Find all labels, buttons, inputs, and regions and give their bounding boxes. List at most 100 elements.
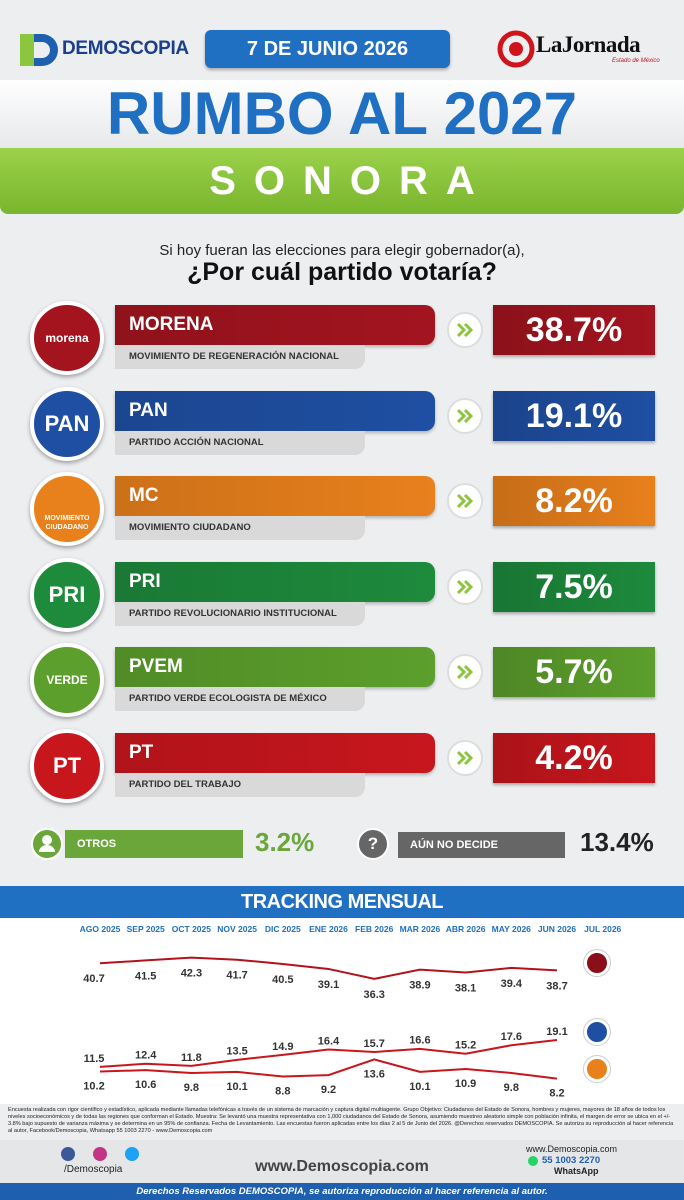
partner-name: LaJornada <box>536 32 641 57</box>
data-label: 9.8 <box>184 1082 199 1094</box>
party-full-name: PARTIDO VERDE ECOLOGISTA DE MÉXICO <box>115 687 365 711</box>
party-full-name: PARTIDO ACCIÓN NACIONAL <box>115 430 365 455</box>
party-value: 19.1% <box>493 390 655 441</box>
social-icon <box>93 1147 107 1161</box>
party-name: MC <box>115 476 435 516</box>
data-label: 38.9 <box>409 980 430 992</box>
whatsapp-label: WhatsApp <box>554 1166 599 1176</box>
icon-head <box>42 835 52 845</box>
x-tick-label: MAY 2026 <box>492 924 531 934</box>
data-label: 38.1 <box>455 982 476 994</box>
chevron <box>456 664 474 680</box>
party-value: 7.5% <box>493 561 655 612</box>
data-label: 13.6 <box>363 1068 384 1080</box>
party-name: PRI <box>115 561 435 602</box>
party-value: 4.2% <box>493 732 655 783</box>
data-label: 36.3 <box>363 989 384 1001</box>
others-label: OTROS <box>65 830 243 858</box>
brand-name: DEMOSCOPIA <box>62 38 189 59</box>
x-tick-label: JUL 2026 <box>584 924 621 934</box>
footer-social: /Demoscopia <box>64 1164 123 1175</box>
chart-title: TRACKING MENSUAL <box>0 886 684 918</box>
data-label: 40.7 <box>83 973 104 985</box>
data-label: 12.4 <box>135 1050 157 1062</box>
data-label: 41.5 <box>135 970 156 982</box>
question-main: ¿Por cuál partido votaría? <box>187 258 497 286</box>
footer-band <box>0 1140 684 1183</box>
chevron <box>456 750 474 765</box>
footer-site: www.Demoscopia.com <box>255 1158 429 1175</box>
party-logo: VERDE <box>30 643 104 717</box>
x-tick-label: NOV 2025 <box>217 924 257 934</box>
data-label: 10.1 <box>409 1081 430 1093</box>
footnote: Encuesta realizada con rigor científico … <box>8 1107 674 1134</box>
whatsapp-phone: 55 1003 2270 <box>542 1155 601 1166</box>
data-label: 41.7 <box>226 970 247 982</box>
series-line <box>99 956 558 980</box>
chevron-icon <box>447 397 483 434</box>
x-tick-label: MAR 2026 <box>400 924 441 934</box>
data-label: 19.1 <box>546 1026 567 1038</box>
data-label: 15.2 <box>455 1040 476 1052</box>
party-logo: PAN <box>30 386 104 461</box>
x-tick-label: OCT 2025 <box>172 924 211 934</box>
data-label: 10.6 <box>135 1079 156 1091</box>
data-label: 11.8 <box>181 1052 202 1064</box>
logo-core <box>509 42 523 56</box>
data-label: 16.6 <box>409 1035 430 1047</box>
party-name: PVEM <box>115 647 435 687</box>
data-label: 8.8 <box>275 1085 290 1097</box>
data-label: 42.3 <box>181 967 202 979</box>
data-label: 16.4 <box>318 1035 340 1047</box>
data-label: 10.1 <box>226 1081 247 1093</box>
party-logo: PRI <box>30 557 104 632</box>
data-label: 9.8 <box>504 1082 519 1094</box>
legend-logo <box>585 951 609 975</box>
data-label: 10.2 <box>83 1080 104 1092</box>
chevron-icon <box>447 483 483 519</box>
data-label: 11.5 <box>84 1053 105 1065</box>
party-full-name: MOVIMIENTO DE REGENERACIÓN NACIONAL <box>115 345 365 369</box>
title-band: RUMBO AL 2027 <box>0 80 684 148</box>
data-label: 40.5 <box>272 974 293 986</box>
data-label: 17.6 <box>501 1031 522 1043</box>
x-tick-label: DIC 2025 <box>265 924 301 934</box>
party-value: 8.2% <box>493 476 655 526</box>
data-label: 39.1 <box>318 979 339 991</box>
chevron-icon <box>447 739 483 776</box>
party-name: PT <box>115 732 435 773</box>
others-icon <box>31 828 63 860</box>
legend-logo <box>585 1020 609 1044</box>
series-line <box>99 1038 558 1068</box>
data-label: 38.7 <box>546 980 567 992</box>
data-label: 15.7 <box>363 1038 384 1050</box>
data-label: 14.9 <box>272 1041 293 1053</box>
x-tick-label: ABR 2026 <box>446 924 486 934</box>
party-logo: MOVIMIENTO CIUDADANO <box>30 472 104 546</box>
undecided-value: 13.4% <box>580 827 654 857</box>
logo-d <box>34 34 58 66</box>
chevron-icon <box>447 654 483 690</box>
social-icons <box>61 1147 139 1161</box>
party-name: MORENA <box>115 305 435 345</box>
brand-logo <box>20 34 58 66</box>
logo-block <box>20 34 34 66</box>
undecided-icon: ? <box>357 828 389 860</box>
party-name: PAN <box>115 390 435 431</box>
party-value: 5.7% <box>493 647 655 697</box>
data-label: 13.5 <box>226 1046 247 1058</box>
series-line <box>99 1058 558 1080</box>
state-band: SONORA <box>0 148 684 214</box>
x-tick-label: JUN 2026 <box>538 924 577 934</box>
partner-logo <box>497 30 535 68</box>
data-label: 10.9 <box>455 1078 476 1090</box>
legend-logo-ring <box>583 949 611 977</box>
legend-logo <box>585 1057 609 1081</box>
x-tick-label: SEP 2025 <box>127 924 165 934</box>
whatsapp-site: www.Demoscopia.com <box>526 1144 618 1154</box>
tracking-chart: AGO 2025 SEP 2025 OCT 2025 NOV 2025 DIC 2025… <box>0 918 684 1104</box>
legend-logo-ring <box>583 1018 611 1046</box>
whatsapp-dot <box>528 1156 538 1166</box>
x-tick-label: AGO 2025 <box>80 924 121 934</box>
